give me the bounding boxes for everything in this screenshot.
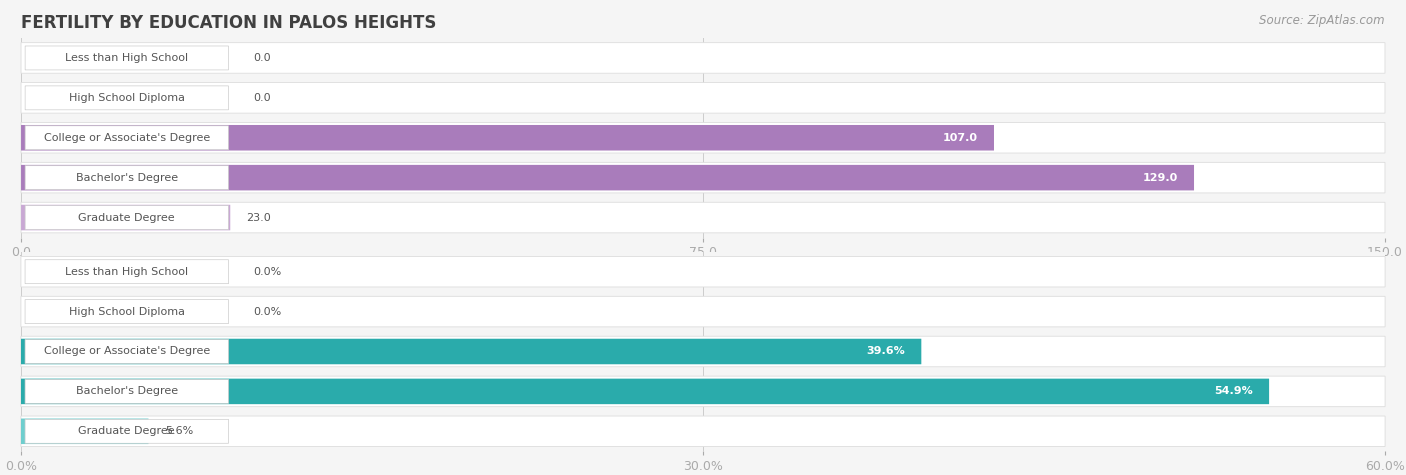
Text: High School Diploma: High School Diploma bbox=[69, 306, 184, 317]
Text: Bachelor's Degree: Bachelor's Degree bbox=[76, 172, 177, 183]
Text: Less than High School: Less than High School bbox=[65, 53, 188, 63]
FancyBboxPatch shape bbox=[25, 340, 229, 363]
FancyBboxPatch shape bbox=[25, 46, 228, 70]
FancyBboxPatch shape bbox=[21, 162, 1385, 193]
FancyBboxPatch shape bbox=[21, 379, 1270, 404]
FancyBboxPatch shape bbox=[21, 416, 1385, 446]
FancyBboxPatch shape bbox=[25, 380, 229, 403]
FancyBboxPatch shape bbox=[21, 418, 149, 444]
FancyBboxPatch shape bbox=[21, 339, 921, 364]
Text: 23.0: 23.0 bbox=[246, 212, 271, 223]
Text: College or Associate's Degree: College or Associate's Degree bbox=[44, 133, 209, 143]
Text: 0.0%: 0.0% bbox=[253, 266, 281, 277]
Text: Source: ZipAtlas.com: Source: ZipAtlas.com bbox=[1260, 14, 1385, 27]
FancyBboxPatch shape bbox=[21, 256, 1385, 287]
Text: 39.6%: 39.6% bbox=[866, 346, 905, 357]
FancyBboxPatch shape bbox=[21, 165, 1194, 190]
Text: 107.0: 107.0 bbox=[942, 133, 977, 143]
FancyBboxPatch shape bbox=[21, 376, 1385, 407]
FancyBboxPatch shape bbox=[25, 166, 228, 190]
Text: 129.0: 129.0 bbox=[1142, 172, 1178, 183]
FancyBboxPatch shape bbox=[21, 123, 1385, 153]
Text: 0.0: 0.0 bbox=[253, 53, 270, 63]
Text: FERTILITY BY EDUCATION IN PALOS HEIGHTS: FERTILITY BY EDUCATION IN PALOS HEIGHTS bbox=[21, 14, 436, 32]
Text: Less than High School: Less than High School bbox=[65, 266, 188, 277]
FancyBboxPatch shape bbox=[25, 206, 228, 229]
Text: 0.0: 0.0 bbox=[253, 93, 270, 103]
Text: 5.6%: 5.6% bbox=[165, 426, 193, 437]
FancyBboxPatch shape bbox=[21, 336, 1385, 367]
Text: 0.0%: 0.0% bbox=[253, 306, 281, 317]
Text: Bachelor's Degree: Bachelor's Degree bbox=[76, 386, 177, 397]
FancyBboxPatch shape bbox=[21, 125, 994, 151]
FancyBboxPatch shape bbox=[25, 300, 229, 323]
Text: College or Associate's Degree: College or Associate's Degree bbox=[44, 346, 209, 357]
FancyBboxPatch shape bbox=[21, 202, 1385, 233]
FancyBboxPatch shape bbox=[21, 205, 231, 230]
FancyBboxPatch shape bbox=[21, 296, 1385, 327]
FancyBboxPatch shape bbox=[21, 43, 1385, 73]
Text: High School Diploma: High School Diploma bbox=[69, 93, 184, 103]
FancyBboxPatch shape bbox=[25, 419, 229, 443]
FancyBboxPatch shape bbox=[25, 126, 228, 150]
Text: Graduate Degree: Graduate Degree bbox=[79, 426, 176, 437]
FancyBboxPatch shape bbox=[25, 86, 228, 110]
FancyBboxPatch shape bbox=[25, 260, 229, 284]
FancyBboxPatch shape bbox=[21, 83, 1385, 113]
Text: Graduate Degree: Graduate Degree bbox=[79, 212, 176, 223]
Text: 54.9%: 54.9% bbox=[1213, 386, 1253, 397]
